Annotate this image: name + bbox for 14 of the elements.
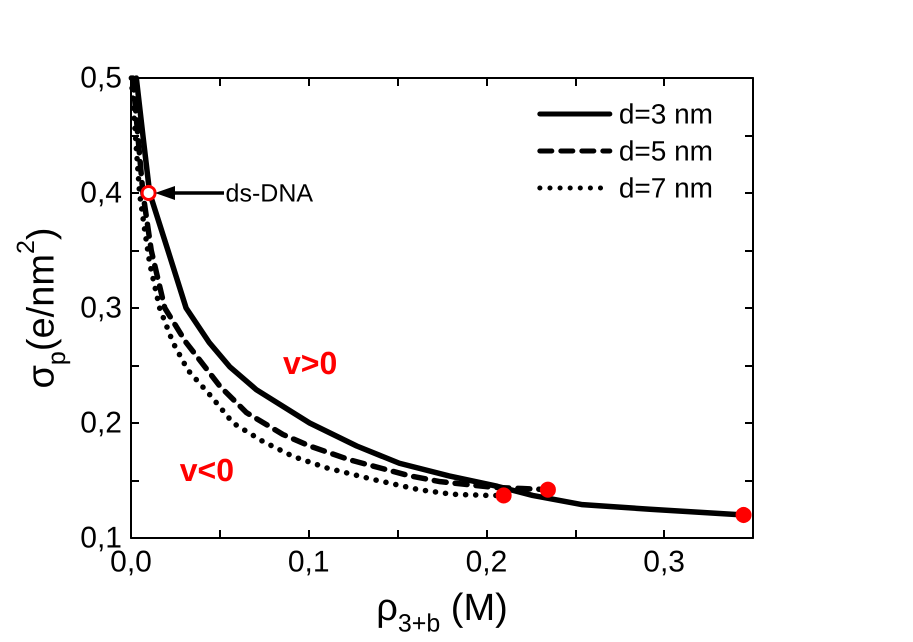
x-tick-label: 0,2 [466, 546, 508, 578]
x-tick-label: 0,1 [288, 546, 330, 578]
y-tick-label: 0,4 [80, 176, 122, 210]
y-tick-label: 0,3 [80, 292, 122, 324]
y-tick-label: 0,2 [80, 406, 122, 440]
annotation: ds-DNA [226, 179, 314, 208]
legend-label: d=5 nm [618, 136, 713, 166]
y-tick-label: 0,5 [80, 62, 122, 94]
legend-label: d=7 nm [618, 172, 713, 204]
annotation: v<0 [180, 452, 234, 488]
annotation: v>0 [282, 345, 338, 382]
x-tick-label: 0,3 [643, 546, 685, 578]
legend-label: d=3 nm [618, 98, 713, 130]
y-axis-title: σp(e/nm2) [12, 227, 71, 389]
